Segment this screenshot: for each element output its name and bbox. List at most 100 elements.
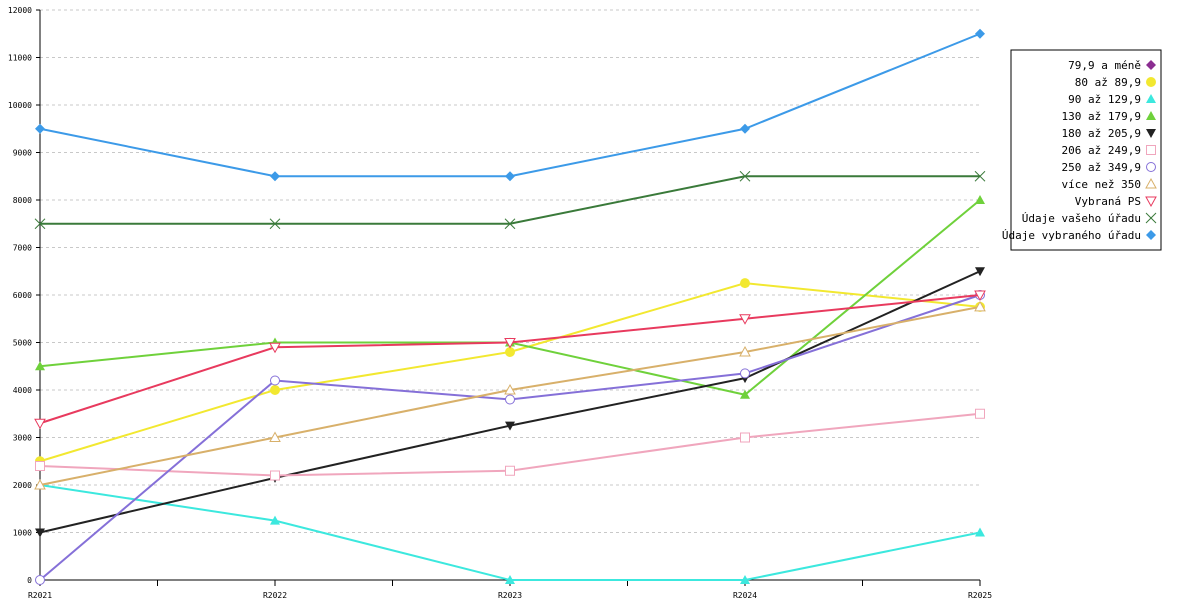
legend-label: Údaje vybraného úřadu [1002, 229, 1141, 242]
data-point [504, 383, 516, 395]
data-point [505, 394, 515, 405]
data-point [739, 314, 751, 325]
data-point [505, 465, 515, 476]
data-point [270, 171, 280, 182]
data-point [739, 345, 751, 357]
data-point [504, 218, 516, 230]
legend: 79,9 a méně 80 až 89,9 90 až 129,9 130 až 1… [1002, 49, 1162, 251]
y-tick-label: 3000 [13, 434, 32, 443]
data-point [1146, 77, 1156, 87]
data-point [35, 528, 45, 538]
data-point [505, 347, 515, 357]
y-tick-label: 6000 [13, 291, 32, 300]
data-point [505, 421, 515, 431]
data-point [270, 470, 280, 481]
y-tick-label: 9000 [13, 149, 32, 158]
legend-label: více než 350 [1062, 178, 1141, 191]
data-point [975, 28, 985, 39]
data-point [1146, 145, 1156, 155]
data-point-stroke [1145, 212, 1157, 224]
legend-box [1010, 49, 1162, 251]
data-point [1146, 94, 1156, 103]
data-point [740, 278, 750, 289]
data-point [1145, 196, 1157, 208]
y-tick-label: 8000 [13, 196, 32, 205]
data-point [1146, 230, 1156, 240]
legend-label: Údaje vašeho úřadu [1022, 212, 1141, 225]
data-point [35, 461, 45, 471]
y-tick-label: 4000 [13, 386, 32, 395]
data-point [1146, 162, 1156, 172]
series-10 [35, 28, 985, 182]
data-point [1145, 177, 1157, 189]
x-tick-label: R2025 [968, 591, 992, 600]
data-point-stroke [974, 170, 986, 182]
legend-label: 80 až 89,9 [1075, 76, 1141, 89]
data-point [740, 575, 750, 584]
data-point [975, 267, 985, 277]
data-point [974, 170, 986, 182]
data-point-stroke [504, 218, 516, 230]
data-point [35, 123, 45, 134]
data-point [505, 575, 515, 584]
data-point [1146, 60, 1156, 70]
x-tick-label: R2021 [28, 591, 52, 600]
legend-label: 90 až 129,9 [1068, 93, 1141, 106]
data-point [270, 515, 280, 525]
y-axis-ticks: 0 1000 2000 3000 4000 5000 6000 7000 8000 9000 100… [8, 6, 40, 585]
data-point-stroke [34, 218, 46, 230]
legend-label: 79,9 a méně [1068, 59, 1141, 72]
y-tick-label: 10000 [8, 101, 32, 110]
x-tick-label: R2023 [498, 591, 522, 600]
data-point-stroke [269, 218, 281, 230]
y-tick-label: 11000 [8, 54, 32, 63]
data-point [1145, 212, 1157, 224]
data-point [740, 389, 750, 399]
series-9 [34, 170, 986, 230]
x-tick-label: R2024 [733, 591, 757, 600]
series-1 [35, 278, 985, 467]
series-group [34, 28, 986, 585]
series-3 [35, 195, 985, 399]
data-point [739, 170, 751, 182]
series-line [39, 199, 981, 396]
data-point [504, 338, 516, 349]
data-point [35, 575, 45, 585]
data-point [34, 418, 46, 430]
data-point [34, 218, 46, 230]
data-point [1146, 129, 1156, 138]
y-tick-label: 12000 [8, 6, 32, 15]
data-point [269, 431, 281, 442]
data-point [975, 527, 985, 537]
y-tick-label: 2000 [13, 481, 32, 490]
data-point-stroke [739, 170, 751, 182]
y-tick-label: 7000 [13, 244, 32, 253]
data-point [269, 218, 281, 230]
data-point [269, 342, 281, 354]
data-point [740, 368, 750, 379]
legend-label: 130 až 179,9 [1062, 110, 1141, 123]
series-7 [34, 300, 986, 490]
data-point [1146, 111, 1156, 120]
data-point [975, 408, 985, 419]
x-tick-label: R2022 [263, 591, 287, 600]
data-point [740, 432, 750, 443]
legend-label: Vybraná PS [1075, 195, 1141, 208]
data-point [34, 478, 46, 490]
data-point [505, 171, 515, 182]
data-point [975, 195, 985, 204]
grid-lines [40, 9, 980, 533]
series-8 [34, 290, 986, 430]
legend-label: 206 až 249,9 [1062, 144, 1141, 157]
y-tick-label: 1000 [13, 529, 32, 538]
data-point [270, 385, 280, 395]
y-tick-label: 5000 [13, 339, 32, 348]
data-point [740, 123, 750, 134]
y-tick-label: 0 [27, 576, 32, 585]
data-point [974, 290, 986, 302]
legend-label: 250 až 349,9 [1062, 161, 1141, 174]
data-point [270, 375, 280, 386]
series-5 [35, 408, 985, 481]
data-point [35, 361, 45, 371]
